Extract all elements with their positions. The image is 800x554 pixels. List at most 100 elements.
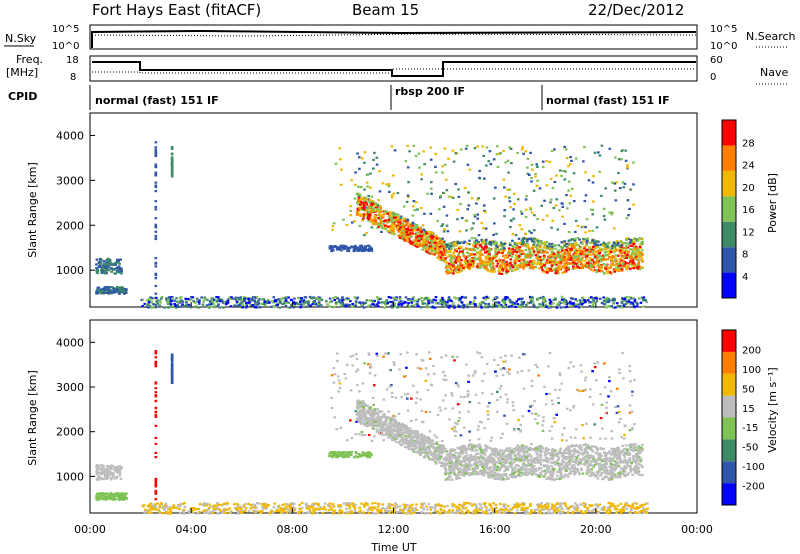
power-echo-cell [517, 298, 520, 301]
power-echo-cell [526, 242, 529, 245]
velocity-echo-cell [496, 410, 499, 413]
power-y-tick-label: 3000 [56, 174, 84, 187]
velocity-echo-cell [336, 352, 339, 355]
power-echo-cell [561, 255, 564, 258]
power-echo-cell [173, 299, 176, 302]
velocity-echo-cell [603, 386, 607, 389]
power-echo-cell [563, 178, 567, 181]
power-echo-cell [517, 254, 521, 258]
power-echo-cell [299, 306, 302, 309]
power-echo-cell [634, 252, 637, 255]
velocity-echo-cell [457, 419, 460, 423]
velocity-echo-cell [471, 470, 475, 473]
power-echo-cell [490, 266, 493, 269]
velocity-echo-cell [351, 364, 354, 367]
power-echo-cell [386, 302, 389, 305]
power-echo-cell [543, 264, 546, 267]
power-echo-cell [548, 160, 552, 164]
velocity-echo-cell [458, 403, 461, 406]
power-echo-cell [610, 256, 613, 259]
velocity-echo-cell [392, 414, 395, 417]
power-echo-cell [485, 256, 488, 259]
power-echo-cell [354, 302, 358, 305]
power-echo-cell [515, 242, 519, 245]
velocity-echo-cell [472, 449, 475, 452]
power-echo-cell [102, 266, 105, 269]
power-echo-cell [160, 295, 164, 299]
power-echo-cell [579, 246, 582, 249]
power-echo-cell [524, 198, 528, 201]
power-echo-cell [313, 303, 317, 306]
power-echo-cell [119, 258, 122, 261]
power-echo-cell [621, 243, 625, 246]
power-echo-cell [621, 298, 625, 301]
power-echo-cell [391, 300, 395, 303]
power-echo-cell [339, 246, 342, 249]
power-echo-cell [495, 153, 499, 156]
velocity-echo-cell [579, 364, 583, 367]
velocity-echo-cell [458, 417, 461, 420]
power-echo-cell [456, 271, 459, 274]
power-echo-cell [518, 251, 521, 254]
power-echo-cell [452, 160, 456, 163]
power-echo-cell [362, 204, 366, 207]
power-echo-cell [603, 243, 607, 246]
power-echo-cell [416, 208, 419, 211]
power-echo-cell [584, 253, 588, 256]
power-echo-cell [476, 213, 479, 216]
power-echo-cell [368, 304, 372, 307]
power-echo-cell [363, 199, 366, 202]
power-echo-cell [514, 268, 518, 271]
power-echo-cell [509, 267, 512, 270]
power-echo-cell [113, 272, 116, 275]
power-echo-cell [626, 237, 629, 240]
power-echo-cell [435, 171, 438, 174]
power-echo-cell [548, 242, 551, 245]
power-echo-cell [393, 149, 397, 152]
power-echo-cell [584, 231, 587, 234]
power-echo-cell [516, 198, 520, 201]
power-echo-cell [476, 217, 479, 220]
velocity-echo-cell [553, 417, 556, 420]
power-echo-cell [258, 298, 261, 301]
power-echo-cell [585, 239, 589, 242]
power-echo-cell [196, 300, 199, 303]
power-echo-cell [451, 304, 455, 307]
power-echo-cell [492, 233, 495, 236]
velocity-echo-cell [555, 413, 558, 416]
power-echo-cell [411, 214, 415, 217]
power-echo-cell [603, 218, 607, 221]
velocity-echo-cell [598, 470, 601, 473]
power-echo-cell [473, 256, 476, 259]
velocity-echo-cell [427, 351, 431, 354]
power-echo-cell [554, 244, 557, 247]
power-echo-cell [502, 254, 505, 258]
power-echo-cell [376, 208, 379, 211]
power-echo-cell [479, 245, 482, 248]
power-echo-cell [575, 251, 579, 254]
power-echo-cell [633, 306, 636, 309]
power-echo-cell [541, 258, 545, 261]
power-echo-cell [592, 261, 596, 264]
power-echo-cell [442, 243, 445, 246]
power-echo-cell [490, 260, 494, 263]
power-echo-cell [377, 199, 380, 202]
power-echo-cell [326, 303, 329, 306]
velocity-echo-cell [496, 363, 500, 366]
power-echo-cell [364, 213, 368, 216]
power-echo-cell [513, 192, 516, 195]
velocity-echo-cell [404, 375, 407, 378]
power-echo-cell [453, 304, 456, 307]
power-echo-cell [367, 214, 370, 218]
velocity-echo-cell [601, 427, 604, 430]
power-echo-cell [477, 256, 481, 260]
velocity-echo-cell [616, 405, 620, 408]
power-echo-cell [572, 262, 575, 266]
power-echo-cell [305, 305, 308, 308]
power-echo-cell [328, 297, 332, 300]
power-echo-cell [595, 269, 598, 272]
power-echo-cell [342, 244, 345, 247]
power-echo-cell [569, 302, 573, 305]
power-echo-cell [625, 238, 628, 241]
power-echo-cell [597, 263, 600, 266]
